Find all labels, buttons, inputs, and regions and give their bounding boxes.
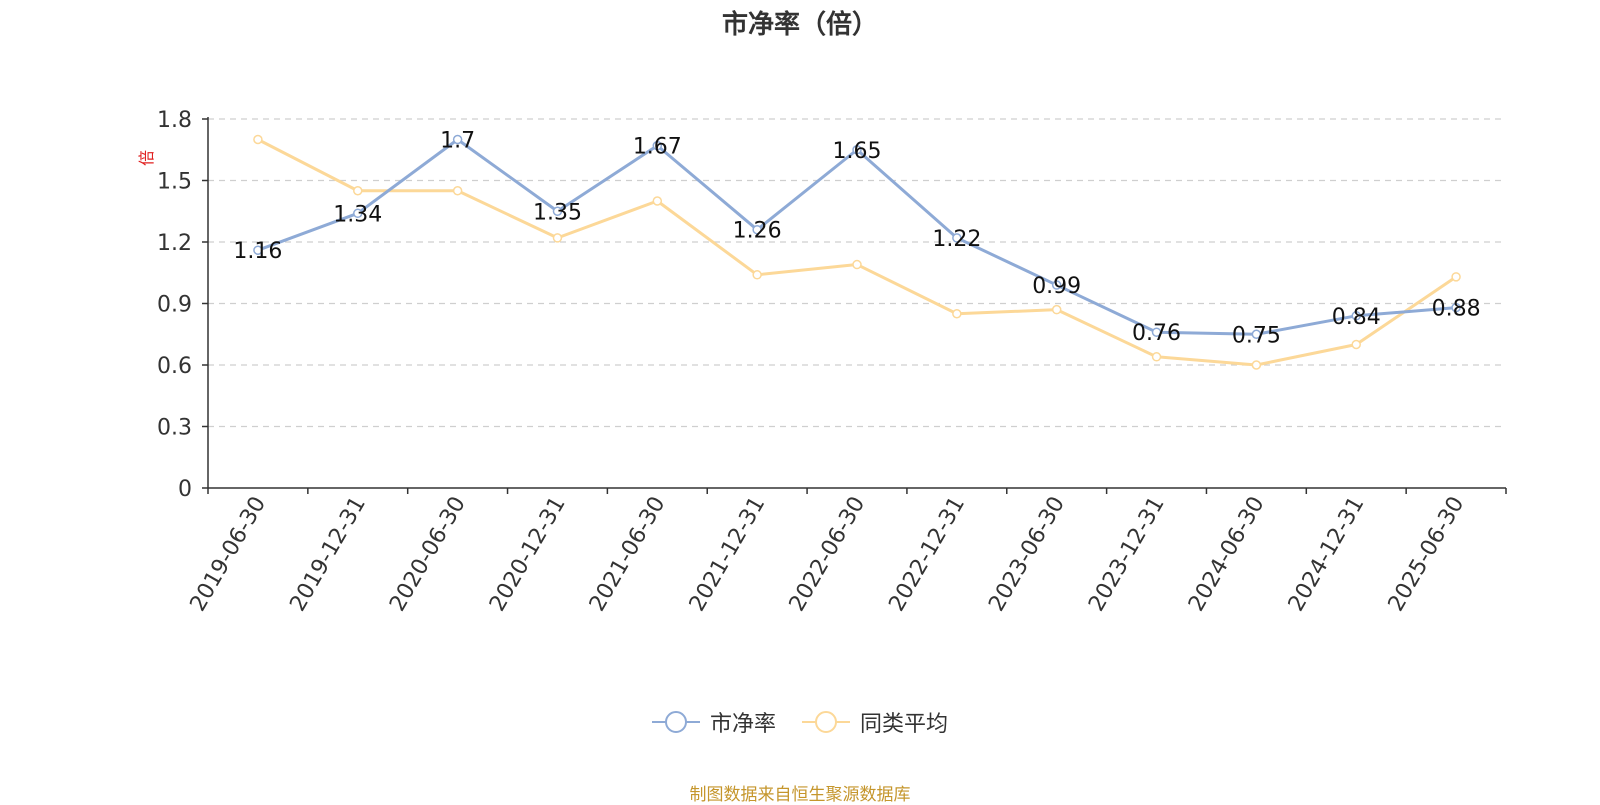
y-tick-label: 0.6 [157,354,192,379]
chart-title: 市净率（倍） [721,10,878,40]
x-tick-label: 2020-12-31 [485,493,571,616]
series-point-0 [1151,327,1162,337]
data-label: 0.99 [1032,274,1081,299]
series-point-0 [1051,280,1062,290]
series-point-1 [452,186,463,196]
x-tick-label: 2020-06-30 [385,493,471,616]
y-tick-label: 0.9 [157,293,192,318]
x-tick-label: 2023-06-30 [984,493,1070,616]
x-tick-label: 2021-06-30 [585,493,671,616]
series-line-0 [257,138,1457,336]
x-tick-label: 2024-12-31 [1284,493,1370,616]
series-point-0 [253,245,263,255]
x-tick-label: 2022-06-30 [785,493,871,616]
y-tick-label: 0.3 [157,416,192,441]
data-label: 1.65 [833,139,882,164]
series-point-0 [752,224,762,235]
series-point-1 [1351,339,1361,350]
data-source-note: 制图数据来自恒生聚源数据库 [689,785,911,805]
series-point-0 [1451,302,1461,313]
series-point-1 [952,309,962,319]
data-label: 1.26 [733,219,782,244]
y-tick-label: 1.2 [157,231,192,256]
series-point-1 [552,233,563,243]
data-label: 0.84 [1332,305,1381,330]
series-point-1 [353,186,363,196]
data-label: 1.35 [533,200,582,225]
series-point-0 [452,134,463,145]
y-tick-label: 1.8 [157,108,192,133]
series-point-1 [1251,360,1262,370]
legend-item-peer-average[interactable]: 同类平均 [802,706,948,738]
y-axis-label: 倍 [137,150,156,166]
series-point-0 [852,145,862,155]
series-point-1 [752,270,762,280]
data-label: 1.22 [932,227,981,252]
legend-swatch-peer-average-icon [802,711,850,733]
series-point-1 [652,196,663,206]
legend: 市净率 同类平均 [0,706,1600,738]
x-tick-label: 2023-12-31 [1084,493,1170,616]
x-tick-label: 2019-12-31 [285,493,371,616]
y-tick-label: 1.5 [157,170,192,195]
data-label: 0.88 [1432,297,1481,322]
series-point-0 [353,208,363,219]
data-label: 1.67 [633,135,682,160]
series-point-1 [1451,272,1461,282]
series-point-1 [1151,352,1162,362]
data-label: 1.7 [440,129,475,154]
data-label: 0.75 [1232,323,1281,348]
series-point-0 [1351,311,1361,321]
series-point-1 [852,259,862,270]
series-point-0 [952,233,962,243]
x-tick-label: 2019-06-30 [186,493,272,616]
x-tick-label: 2024-06-30 [1184,493,1270,616]
legend-swatch-pb-icon [651,711,700,733]
data-label: 1.34 [333,202,382,227]
x-tick-label: 2022-12-31 [884,493,970,616]
legend-item-pb[interactable]: 市净率 [651,706,776,738]
legend-label-peer-average: 同类平均 [860,712,949,737]
data-label: 1.16 [233,239,282,264]
series-point-0 [552,206,563,216]
y-tick-label: 0 [178,477,192,502]
x-tick-label: 2021-12-31 [685,493,771,616]
series-point-1 [1051,304,1062,315]
series-point-0 [1251,329,1262,339]
x-tick-label: 2025-06-30 [1384,493,1470,616]
legend-label-pb: 市净率 [709,712,776,737]
data-label: 0.76 [1132,321,1181,346]
series-point-0 [652,140,663,151]
series-point-1 [253,134,263,145]
